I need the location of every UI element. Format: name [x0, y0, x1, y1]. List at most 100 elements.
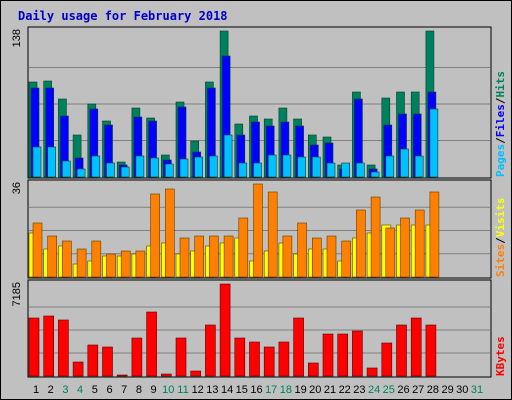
bar-pages-day-15 — [238, 162, 248, 178]
x-tick-label-day-2: 2 — [48, 384, 54, 396]
x-tick-label-day-16: 16 — [250, 384, 262, 396]
bar-sites-day-10 — [165, 188, 175, 278]
bar-sites-day-26 — [400, 217, 410, 278]
panel-sites-visits: 36 Sites/Visits — [11, 179, 507, 279]
x-tick-label-day-13: 13 — [206, 384, 218, 396]
chart-panels: 138Pages/Files/Hits36Sites/Visits7185KBy… — [11, 26, 507, 396]
bar-sites-day-25 — [385, 227, 396, 278]
x-tick-label-day-27: 27 — [412, 384, 424, 396]
y-max-label: 138 — [11, 29, 23, 47]
bar-pages-day-14 — [223, 134, 233, 178]
bar-kbytes-day-11 — [175, 337, 187, 377]
legend-hits-files-pages: Pages/Files/Hits — [494, 71, 507, 177]
bar-pages-day-13 — [209, 155, 218, 178]
x-tick-label-day-7: 7 — [121, 384, 127, 396]
bar-kbytes-day-2 — [43, 315, 55, 377]
legend-item-kbytes: KBytes — [494, 336, 507, 376]
x-tick-label-day-30: 30 — [456, 384, 468, 396]
bar-sites-day-8 — [135, 250, 146, 278]
bar-kbytes-day-8 — [131, 337, 143, 377]
bar-pages-day-3 — [62, 160, 71, 178]
x-tick-label-day-26: 26 — [397, 384, 409, 396]
x-tick-label-day-31: 31 — [471, 384, 483, 396]
bar-pages-day-2 — [47, 146, 57, 178]
bar-pages-day-5 — [91, 155, 101, 178]
bar-sites-day-3 — [62, 240, 72, 278]
x-tick-label-day-3: 3 — [62, 384, 68, 396]
bar-kbytes-day-25 — [381, 342, 393, 377]
bar-kbytes-day-20 — [307, 362, 319, 377]
bar-kbytes-day-7 — [116, 374, 128, 377]
legend-item-pages: Pages — [494, 144, 507, 177]
bar-sites-day-22 — [341, 240, 352, 278]
x-tick-label-day-21: 21 — [324, 384, 336, 396]
bar-kbytes-day-1 — [28, 317, 40, 377]
x-tick-label-day-24: 24 — [368, 384, 380, 396]
legend-separator: / — [494, 137, 507, 144]
bar-pages-day-7 — [120, 166, 130, 178]
legend-sites-visits: Sites/Visits — [494, 198, 507, 278]
x-tick-label-day-25: 25 — [383, 384, 395, 396]
x-tick-label-day-1: 1 — [33, 384, 39, 396]
x-tick-label-day-28: 28 — [427, 384, 439, 396]
x-tick-label-day-9: 9 — [151, 384, 157, 396]
bar-pages-day-28 — [429, 108, 439, 178]
legend-text: Pages/Files/Hits — [494, 71, 507, 177]
legend-item-files: Files — [494, 104, 507, 137]
bar-kbytes-day-6 — [102, 346, 113, 377]
bar-kbytes-day-27 — [410, 317, 422, 377]
bar-kbytes-day-26 — [396, 324, 407, 377]
bar-sites-day-28 — [429, 191, 440, 278]
bar-sites-day-24 — [370, 196, 381, 278]
bar-pages-day-24 — [370, 171, 380, 178]
legend-separator: / — [494, 97, 507, 104]
x-tick-label-day-6: 6 — [106, 384, 112, 396]
bar-sites-day-12 — [194, 235, 204, 278]
bar-sites-day-19 — [297, 222, 307, 278]
bar-pages-day-21 — [326, 162, 336, 178]
bar-kbytes-day-23 — [352, 330, 363, 377]
bar-pages-day-19 — [297, 156, 306, 178]
bar-pages-day-8 — [135, 155, 145, 178]
bar-kbytes-day-13 — [205, 324, 216, 377]
legend-separator: / — [494, 237, 507, 244]
bar-pages-day-4 — [76, 168, 86, 178]
x-tick-label-day-11: 11 — [177, 384, 188, 396]
bar-sites-day-15 — [238, 217, 249, 278]
bar-sites-day-16 — [253, 183, 263, 278]
x-tick-label-day-23: 23 — [353, 384, 365, 396]
bar-sites-day-9 — [150, 193, 160, 278]
bar-sites-day-2 — [47, 235, 58, 278]
bar-pages-day-12 — [194, 156, 203, 178]
bar-kbytes-day-10 — [161, 373, 172, 377]
bar-sites-day-1 — [32, 222, 43, 278]
bar-sites-day-18 — [282, 235, 293, 278]
bar-sites-day-4 — [76, 248, 87, 278]
bar-pages-day-11 — [179, 158, 189, 178]
bar-pages-day-20 — [311, 156, 321, 178]
chart-title: Daily usage for February 2018 — [18, 9, 228, 23]
bar-sites-day-6 — [106, 253, 116, 278]
bar-kbytes-day-19 — [293, 317, 304, 377]
bar-kbytes-day-16 — [249, 341, 260, 377]
bar-kbytes-day-17 — [263, 346, 275, 377]
x-tick-label-day-12: 12 — [192, 384, 204, 396]
bar-pages-day-10 — [165, 163, 174, 178]
y-max-label: 7185 — [11, 282, 23, 306]
x-tick-label-day-14: 14 — [221, 384, 233, 396]
x-tick-label-day-10: 10 — [162, 384, 174, 396]
legend-item-visits: Visits — [494, 198, 507, 238]
legend-item-hits: Hits — [494, 71, 507, 98]
bar-pages-day-23 — [356, 162, 365, 178]
bar-pages-day-26 — [400, 148, 409, 178]
bar-kbytes-day-15 — [234, 337, 246, 377]
x-tick-label-day-4: 4 — [77, 384, 83, 396]
bar-kbytes-day-14 — [219, 283, 231, 377]
legend-item-sites: Sites — [494, 244, 507, 277]
bar-sites-day-13 — [209, 235, 219, 278]
bar-sites-day-23 — [356, 209, 366, 278]
x-tick-label-day-20: 20 — [309, 384, 321, 396]
bar-sites-day-5 — [91, 240, 102, 278]
